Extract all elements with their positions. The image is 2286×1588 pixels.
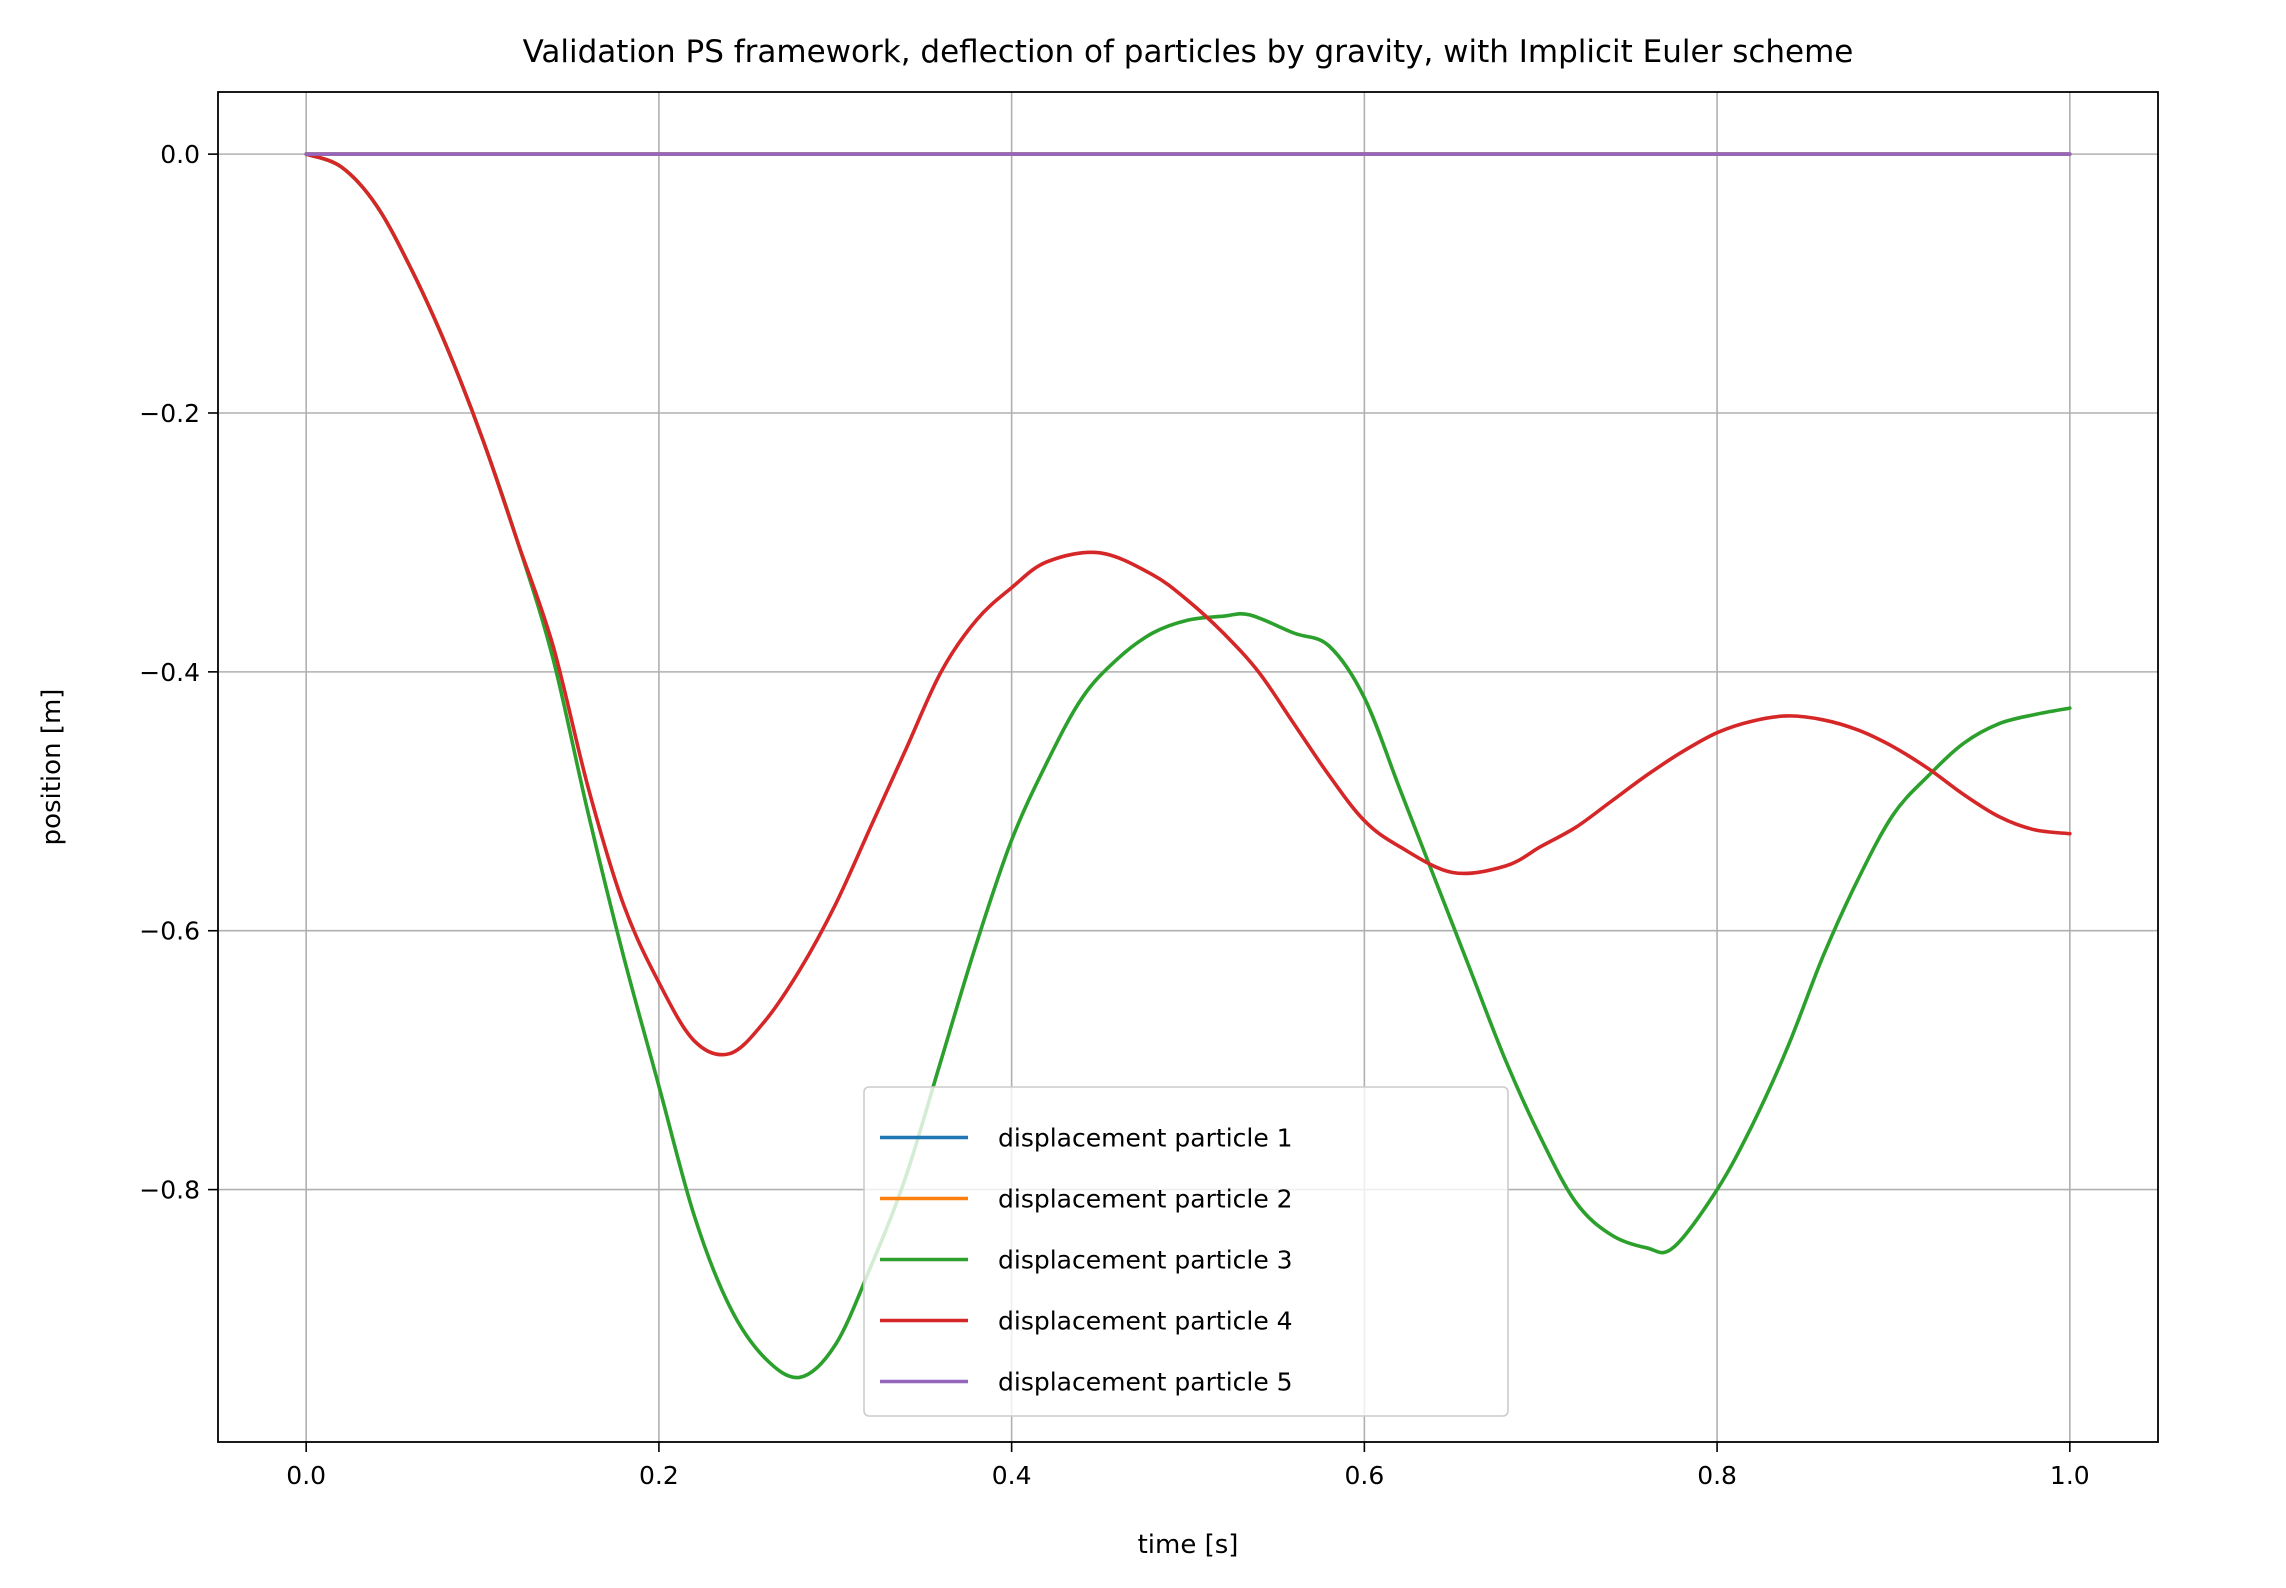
legend-label: displacement particle 2 (998, 1185, 1293, 1214)
series-group (304, 152, 2072, 1380)
legend-label: displacement particle 3 (998, 1246, 1293, 1275)
x-tick-label: 0.8 (1697, 1461, 1737, 1490)
legend-label: displacement particle 4 (998, 1307, 1293, 1336)
y-tick-label: −0.6 (139, 917, 200, 946)
y-tick-label: −0.8 (139, 1176, 200, 1205)
y-tick-label: −0.2 (139, 399, 200, 428)
x-tick-label: 0.0 (286, 1461, 326, 1490)
legend-label: displacement particle 1 (998, 1124, 1293, 1153)
x-axis-label: time [s] (1138, 1530, 1239, 1560)
chart-title: Validation PS framework, deflection of p… (523, 34, 1854, 70)
legend: displacement particle 1 displacement part… (863, 1086, 1509, 1417)
y-tick-label: −0.4 (139, 658, 200, 687)
y-tick-label: 0.0 (160, 140, 200, 169)
series-line-particle-4 (304, 152, 2072, 1057)
x-tick-label: 0.4 (992, 1461, 1032, 1490)
legend-box (863, 1086, 1509, 1417)
y-axis-ticks: 0.0 −0.2 −0.4 −0.6 −0.8 (139, 140, 218, 1205)
x-tick-label: 1.0 (2050, 1461, 2090, 1490)
legend-label: displacement particle 5 (998, 1368, 1293, 1397)
series-line-particle-3 (304, 152, 2072, 1380)
y-axis-label: position [m] (37, 689, 67, 846)
axes-frame (217, 91, 2159, 1443)
x-tick-label: 0.6 (1344, 1461, 1384, 1490)
x-tick-label: 0.2 (639, 1461, 679, 1490)
x-axis-ticks: 0.0 0.2 0.4 0.6 0.8 1.0 (286, 1442, 2090, 1490)
